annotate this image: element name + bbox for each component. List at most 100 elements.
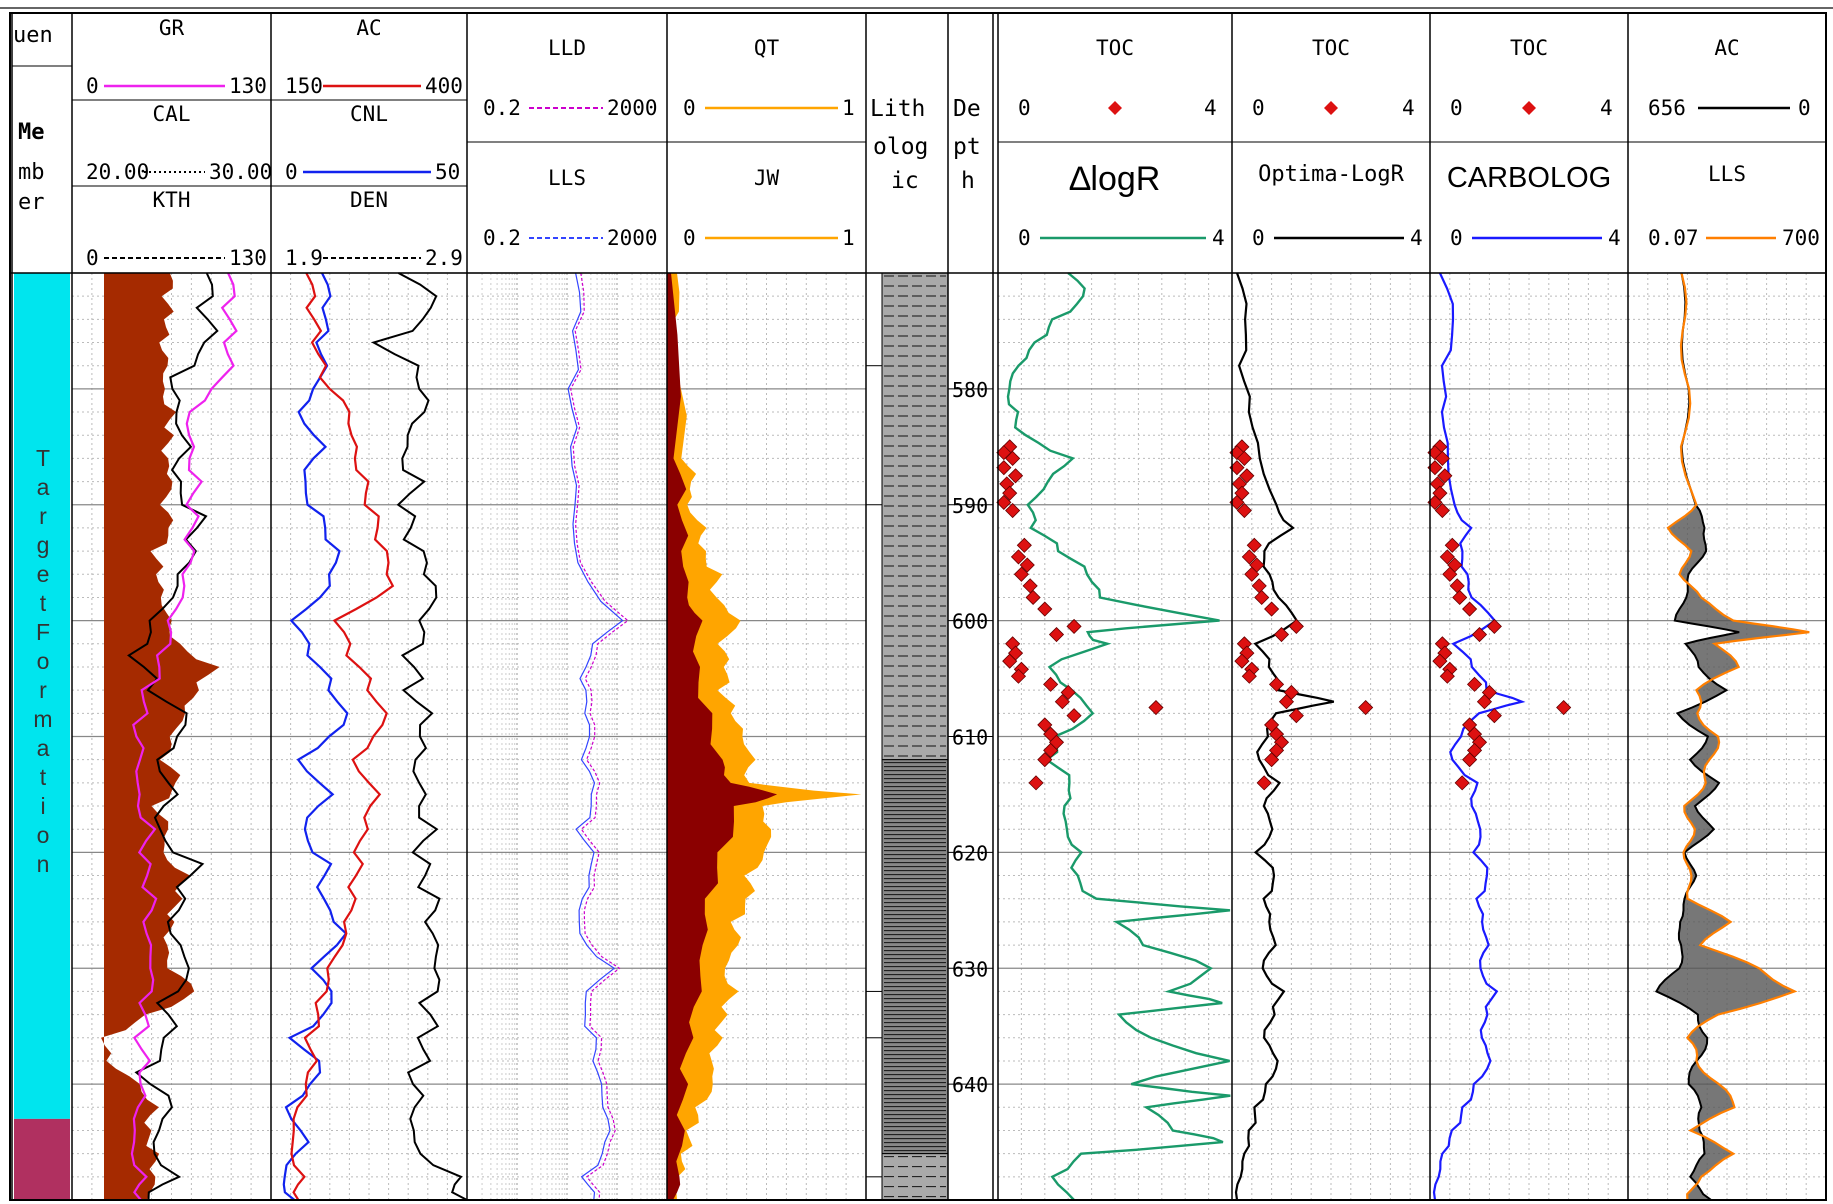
toc-point-toc1 (1005, 502, 1021, 519)
toc-point-toc1 (1010, 668, 1027, 684)
member-zone (14, 1118, 70, 1200)
track-max-bottom-toc1: 4 (1212, 226, 1225, 250)
toc-point-toc1 (1060, 684, 1076, 701)
gr-curve (130, 272, 238, 1201)
track-name-den: DEN (350, 188, 388, 212)
track-max-lls: 2000 (607, 226, 658, 250)
track-name-lls: LLS (548, 166, 586, 190)
lld-curve (570, 272, 629, 1201)
track-name-ac: AC (356, 16, 382, 40)
track-min-jw: 0 (683, 226, 696, 250)
toc-point-toc1 (1007, 468, 1024, 484)
toc-point-toc2 (1278, 694, 1295, 710)
toc-point-toc1 (1066, 618, 1082, 634)
lithology-bed (881, 759, 949, 1155)
lith-label-2: olog (873, 134, 929, 160)
track-min-bottom-toc2: 0 (1252, 226, 1265, 250)
track-min-gr: 0 (86, 74, 99, 98)
toc-legend-marker (1108, 101, 1122, 115)
toc-point-toc3 (1486, 618, 1502, 634)
toc-point-toc1 (1148, 699, 1164, 716)
depth-tick-label: 590 (952, 494, 988, 518)
track-max-bottom-ac2: 700 (1782, 226, 1820, 250)
track-min-lls: 0.2 (483, 226, 521, 250)
toc-point-toc3 (1476, 694, 1493, 710)
toc-point-toc1 (1043, 676, 1059, 692)
member-label-2: mb (18, 160, 45, 185)
toc-point-toc1 (1037, 752, 1053, 768)
track-min-lld: 0.2 (483, 96, 521, 120)
lith-label-3: ic (891, 168, 919, 194)
toc-point-toc3 (1434, 502, 1450, 519)
toc-point-toc2 (1268, 676, 1285, 692)
track-max-cal: 30.00 (209, 160, 273, 184)
member-label-1: Me (18, 120, 45, 145)
depth-tick-label: 630 (952, 957, 988, 981)
toc-point-toc3 (1486, 708, 1502, 724)
toc-legend-marker (1324, 101, 1338, 115)
toc-legend-marker (1522, 101, 1536, 115)
track-name-top-toc1: TOC (1096, 36, 1134, 60)
gr-fill-area (101, 273, 220, 1200)
ac2-curve (1654, 272, 1740, 1201)
toc-point-toc2 (1264, 601, 1280, 617)
toc-point-toc1 (1054, 694, 1070, 710)
toc-point-toc1 (1037, 717, 1053, 733)
toc-point-toc2 (1241, 549, 1257, 565)
toc-point-toc3 (1442, 566, 1458, 582)
toc-point-toc1 (1028, 775, 1044, 791)
toc-point-toc1 (1010, 549, 1027, 565)
toc-point-toc3 (1434, 450, 1450, 466)
depth-tick-label: 620 (952, 841, 988, 865)
toc-point-toc2 (1358, 699, 1374, 716)
ac-lls-crossover-fill (1656, 273, 1810, 1200)
toc-point-toc2 (1251, 578, 1267, 594)
track-name-cnl: CNL (350, 102, 388, 126)
track-name-bottom-toc3: CARBOLOG (1446, 162, 1612, 194)
depth-tick-label: 580 (952, 378, 988, 402)
toc-point-toc1 (1025, 589, 1041, 606)
lls2-curve (1666, 272, 1810, 1201)
toc-point-toc2 (1236, 450, 1252, 466)
toc-point-toc2 (1256, 775, 1272, 791)
track-name-bottom-toc1: ∆logR (1069, 160, 1161, 198)
depth-tick-label: 640 (952, 1073, 988, 1097)
toc-point-toc1 (1037, 601, 1053, 617)
toc-point-toc1 (1005, 450, 1021, 466)
track-name-qt: QT (753, 36, 780, 60)
track-name-lld: LLD (548, 36, 586, 60)
depth-tick-label: 600 (952, 610, 988, 634)
track-name-jw: JW (753, 166, 780, 190)
track-name-kth: KTH (152, 188, 191, 212)
lith-label-1: Lith (870, 96, 926, 122)
track-max-den: 2.9 (425, 246, 463, 270)
track-name-gr: GR (158, 16, 185, 40)
track-name-bottom-ac2: LLS (1708, 162, 1746, 186)
track-name-bottom-toc2: Optima-LogR (1258, 162, 1404, 187)
track-max-top-toc3: 4 (1600, 96, 1613, 120)
dlogr-curve (1006, 272, 1231, 1201)
toc-point-toc3 (1437, 468, 1453, 484)
lls-curve (567, 272, 624, 1201)
toc-point-toc2 (1288, 618, 1304, 634)
track-min-bottom-ac2: 0.07 (1648, 226, 1699, 250)
frame-layer (0, 7, 1833, 1201)
toc-point-toc3 (1462, 752, 1478, 768)
toc-point-toc2 (1234, 653, 1250, 669)
track-min-cnl: 0 (285, 160, 298, 184)
track-name-top-ac2: AC (1714, 36, 1740, 60)
outer-frame (9, 12, 1827, 1201)
toc-point-toc2 (1241, 668, 1257, 684)
member-zone (14, 273, 70, 1119)
toc-point-toc1 (1002, 485, 1018, 501)
toc-point-toc1 (996, 494, 1012, 510)
track-min-top-toc3: 0 (1450, 96, 1463, 120)
toc-point-toc3 (1449, 578, 1465, 594)
toc-point-toc3 (1444, 537, 1460, 553)
track-max-qt: 1 (842, 96, 855, 120)
toc-point-toc3 (1454, 775, 1470, 791)
track-min-top-toc1: 0 (1018, 96, 1031, 120)
track-max-ac: 400 (425, 74, 463, 98)
optima-curve (1234, 272, 1335, 1201)
